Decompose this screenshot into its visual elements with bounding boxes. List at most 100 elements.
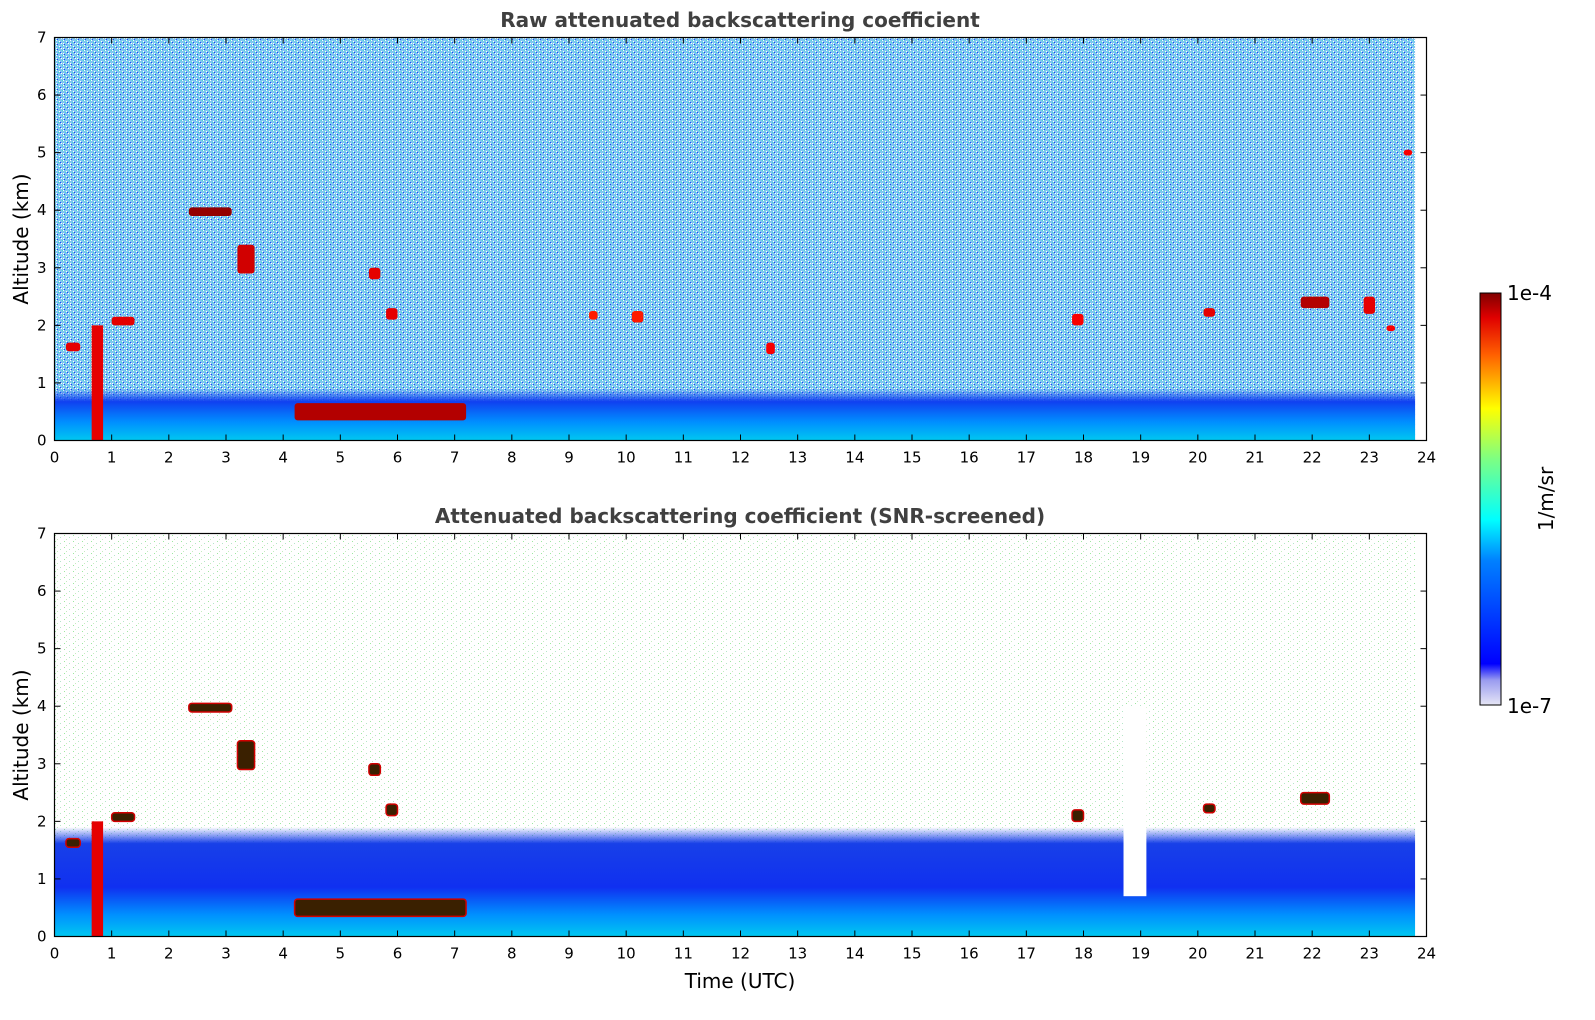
- x-tick-label: 20: [1188, 449, 1207, 467]
- x-tick-label: 5: [336, 945, 346, 963]
- colorbar-unit-label: 1/m/sr: [1534, 466, 1558, 531]
- x-tick-label: 20: [1188, 945, 1207, 963]
- x-tick-label: 12: [731, 945, 750, 963]
- x-tick-label: 19: [1131, 945, 1150, 963]
- x-axis: 0 1 2 3 4 5 6 7 8 9 10 11 12 13 14 15 16 17 18 19 20 21 22 23 24: [50, 533, 1436, 963]
- y-tick-label: 5: [37, 640, 47, 658]
- x-tick-label: 21: [1245, 449, 1264, 467]
- colorbar-min-label: 1e-7: [1507, 694, 1552, 718]
- cloud: [1072, 313, 1084, 326]
- x-tick-label: 23: [1360, 945, 1379, 963]
- x-tick-label: 7: [450, 945, 460, 963]
- heatmap-area: [54, 37, 1416, 441]
- cloud: [1299, 791, 1331, 805]
- x-tick-label: 13: [788, 945, 807, 963]
- residual-layer: [294, 403, 467, 421]
- colorbar: 1e-4 1e-7 1/m/sr: [1479, 281, 1558, 718]
- cloud: [589, 310, 598, 320]
- y-axis-label: Altitude (km): [9, 669, 33, 800]
- x-tick-label: 8: [507, 449, 517, 467]
- y-tick-label: 6: [37, 86, 47, 104]
- cloud: [631, 310, 644, 323]
- cloud: [110, 811, 136, 823]
- x-tick-label: 17: [1017, 945, 1036, 963]
- y-tick-label: 7: [37, 29, 47, 47]
- chart-title: Raw attenuated backscattering coefficien…: [500, 8, 980, 32]
- x-tick-label: 3: [221, 449, 231, 467]
- cloud: [111, 316, 135, 326]
- y-axis-label: Altitude (km): [9, 173, 33, 304]
- x-tick-label: 0: [50, 945, 60, 963]
- cloud: [385, 803, 399, 817]
- low-cloud: [91, 821, 104, 937]
- cloud: [65, 837, 81, 849]
- low-cloud: [91, 325, 104, 441]
- x-tick-label: 15: [902, 945, 921, 963]
- y-tick-label: 2: [37, 812, 47, 830]
- y-tick-label: 7: [37, 525, 47, 543]
- x-tick-label: 16: [960, 945, 979, 963]
- y-axis: 0 1 2 3 4 5 6 7: [37, 525, 1427, 946]
- cloud: [188, 702, 233, 713]
- y-tick-label: 3: [37, 755, 47, 773]
- x-tick-label: 2: [164, 945, 174, 963]
- cloud: [1202, 803, 1216, 814]
- x-tick-label: 23: [1360, 449, 1379, 467]
- x-tick-label: 0: [50, 449, 60, 467]
- x-tick-label: 15: [902, 449, 921, 467]
- x-tick-label: 13: [788, 449, 807, 467]
- cloud: [766, 342, 775, 355]
- x-tick-label: 12: [731, 449, 750, 467]
- cloud: [368, 763, 382, 777]
- cloud: [188, 207, 232, 216]
- x-tick-label: 1: [107, 945, 117, 963]
- colorbar-max-label: 1e-4: [1507, 281, 1552, 305]
- x-axis: 0 1 2 3 4 5 6 7 8 9 10 11 12 13 14 15 16 17 18 19 20 21 22 23 24: [50, 37, 1436, 467]
- x-tick-label: 5: [336, 449, 346, 467]
- y-tick-label: 1: [37, 374, 47, 392]
- y-tick-label: 1: [37, 870, 47, 888]
- x-tick-label: 4: [278, 945, 288, 963]
- cloud: [1203, 308, 1215, 317]
- x-tick-label: 3: [221, 945, 231, 963]
- x-tick-label: 6: [393, 945, 403, 963]
- x-tick-label: 7: [450, 449, 460, 467]
- y-tick-label: 0: [37, 432, 47, 450]
- x-tick-label: 11: [674, 945, 693, 963]
- y-tick-label: 4: [37, 201, 47, 219]
- x-tick-label: 14: [845, 449, 864, 467]
- x-tick-label: 17: [1017, 449, 1036, 467]
- x-tick-label: 2: [164, 449, 174, 467]
- x-tick-label: 6: [393, 449, 403, 467]
- chart-title: Attenuated backscattering coefficient (S…: [435, 504, 1045, 528]
- cloud: [1071, 809, 1085, 823]
- heatmap-area: [54, 533, 1416, 937]
- cloud: [386, 308, 398, 320]
- y-axis: 0 1 2 3 4 5 6 7: [37, 29, 1427, 450]
- x-tick-label: 16: [960, 449, 979, 467]
- cloud: [65, 342, 81, 352]
- x-tick-label: 10: [617, 449, 636, 467]
- boundary-layer: [54, 827, 1416, 937]
- x-tick-label: 10: [617, 945, 636, 963]
- x-axis-label: Time (UTC): [684, 969, 796, 993]
- x-tick-label: 19: [1131, 449, 1150, 467]
- cloud: [1363, 296, 1376, 314]
- x-tick-label: 4: [278, 449, 288, 467]
- x-tick-label: 22: [1303, 945, 1322, 963]
- cloud: [1300, 296, 1330, 309]
- x-tick-label: 14: [845, 945, 864, 963]
- x-tick-label: 24: [1417, 449, 1436, 467]
- x-tick-label: 22: [1303, 449, 1322, 467]
- x-tick-label: 9: [564, 449, 574, 467]
- y-tick-label: 4: [37, 697, 47, 715]
- cloud: [236, 740, 256, 771]
- x-tick-label: 9: [564, 945, 574, 963]
- x-tick-label: 18: [1074, 945, 1093, 963]
- x-tick-label: 21: [1245, 945, 1264, 963]
- y-tick-label: 5: [37, 144, 47, 162]
- y-tick-label: 2: [37, 316, 47, 334]
- residual-layer: [293, 898, 467, 918]
- x-tick-label: 24: [1417, 945, 1436, 963]
- cloud: [1403, 149, 1413, 156]
